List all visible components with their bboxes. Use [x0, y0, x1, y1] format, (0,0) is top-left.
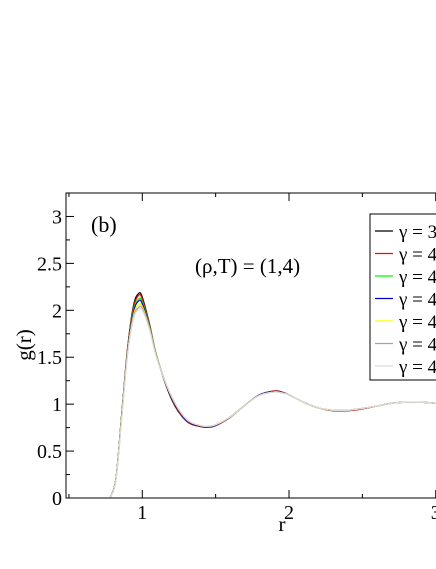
legend-label: γ = 4	[398, 267, 436, 288]
legend: γ = 3γ = 4γ = 4γ = 4γ = 4γ = 4γ = 4	[369, 213, 436, 381]
panel-label: (b)	[91, 212, 117, 237]
legend-label: γ = 4	[398, 335, 436, 356]
x-tick-label: 2	[284, 502, 294, 524]
legend-label: γ = 4	[398, 290, 436, 311]
y-tick-label: 3	[52, 206, 62, 228]
plot-content	[109, 292, 436, 498]
y-tick-label: 1.5	[37, 347, 62, 369]
legend-label: γ = 4	[398, 312, 436, 333]
state-annotation: (ρ,T) = (1,4)	[195, 254, 300, 278]
y-tick-label: 2	[52, 300, 62, 322]
legend-box	[369, 213, 436, 381]
x-tick-label: 1	[137, 502, 147, 524]
x-tick-label: 3	[431, 502, 436, 524]
y-axis-label: g(r)	[12, 329, 36, 360]
y-tick-label: 2.5	[37, 253, 62, 275]
y-tick-label: 1	[52, 394, 62, 416]
series-line-7	[109, 307, 436, 498]
y-tick-label: 0.5	[37, 441, 62, 463]
legend-label: γ = 4	[398, 245, 436, 266]
axis-ticks: 1 2 3 0 0.5 1 1.5 2 2.5 3	[37, 192, 436, 524]
legend-label: γ = 3	[398, 222, 436, 243]
y-tick-label: 0	[52, 488, 62, 510]
x-axis-label: r	[279, 512, 286, 536]
plot-frame	[65, 192, 436, 499]
legend-label: γ = 4	[398, 357, 436, 378]
